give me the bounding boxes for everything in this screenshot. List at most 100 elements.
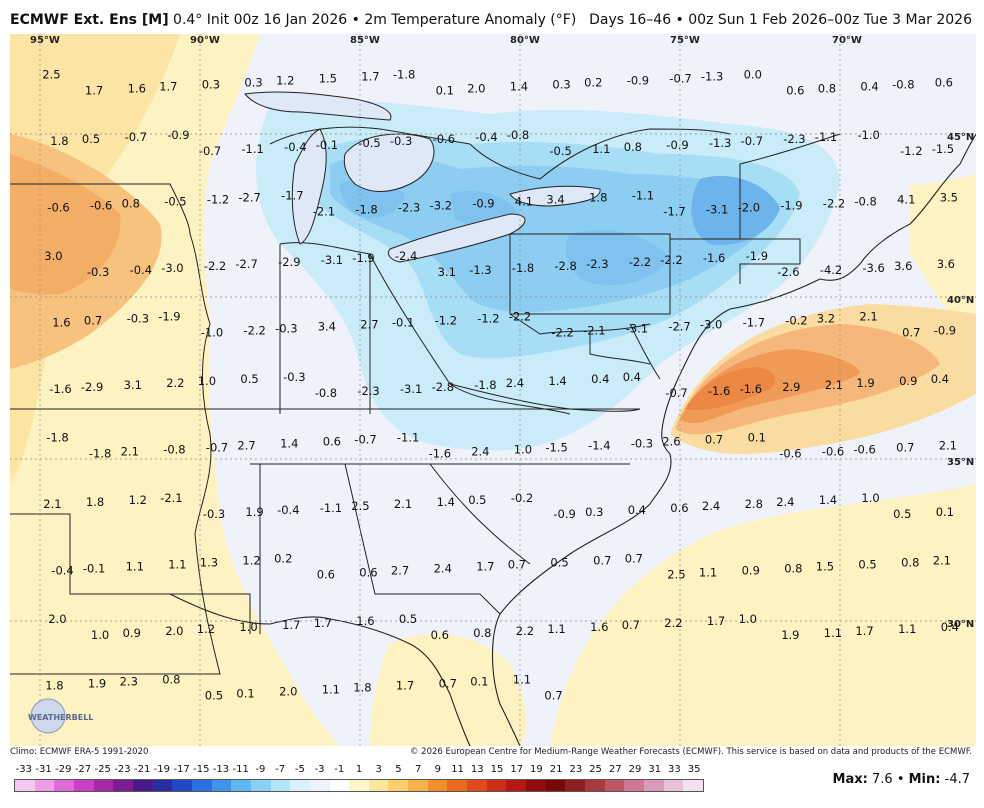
- anomaly-value: 1.9: [856, 376, 874, 390]
- colorbar-swatch: [54, 780, 74, 791]
- anomaly-value: -0.7: [741, 134, 763, 148]
- colorbar-swatch: [604, 780, 625, 791]
- anomaly-value: 0.7: [705, 433, 723, 447]
- anomaly-value: 0.5: [205, 689, 223, 703]
- anomaly-value: 1.1: [513, 673, 531, 687]
- anomaly-value: -2.6: [777, 265, 799, 279]
- colorbar-strip: [14, 779, 704, 792]
- anomaly-map: 95°W 90°W 85°W 80°W 75°W 70°W 45°N 40°N 35°N 30°…: [10, 34, 976, 746]
- anomaly-value: 0.6: [670, 501, 688, 515]
- colorbar-label: 21: [549, 764, 563, 775]
- colorbar-swatch: [290, 780, 310, 791]
- anomaly-value: -0.9: [472, 196, 494, 210]
- colorbar-label: 15: [490, 764, 504, 775]
- great-lakes: [244, 91, 601, 263]
- anomaly-value: 0.6: [317, 568, 335, 582]
- anomaly-value: -2.7: [668, 320, 690, 334]
- colorbar-swatch: [447, 780, 468, 791]
- anomaly-value: 4.1: [515, 194, 533, 208]
- anomaly-value: -1.1: [241, 142, 263, 156]
- colorbar-label: -21: [133, 764, 151, 775]
- anomaly-value: -0.7: [206, 441, 228, 455]
- point-values: 2.5 1.7 1.6 1.7 0.3 0.3 1.2 1.5 1.7 -1.8 0.1 2.0 1.4…: [42, 67, 959, 702]
- anomaly-value: -0.9: [627, 73, 649, 87]
- anomaly-value: -1.8: [393, 67, 415, 81]
- anomaly-value: 0.3: [552, 77, 570, 91]
- colorbar-label: -23: [114, 764, 131, 775]
- anomaly-value: 0.5: [893, 507, 911, 521]
- anomaly-value: -0.5: [164, 194, 186, 208]
- anomaly-value: -1.1: [815, 130, 837, 144]
- anomaly-value: 1.7: [361, 69, 379, 83]
- colorbar-label: 35: [687, 764, 701, 775]
- anomaly-value: -0.1: [316, 138, 338, 152]
- anomaly-value: -1.3: [709, 136, 731, 150]
- anomaly-value: 1.7: [476, 560, 494, 574]
- colorbar-label: -29: [55, 764, 72, 775]
- anomaly-value: -0.7: [665, 386, 687, 400]
- colorbar-swatch: [329, 780, 350, 791]
- anomaly-value: 3.4: [546, 192, 564, 206]
- colorbar-label: -1: [334, 764, 345, 775]
- longitude-label: 85°W: [350, 35, 380, 46]
- anomaly-value: 2.7: [391, 564, 409, 578]
- colorbar-swatch: [93, 780, 114, 791]
- anomaly-value: 0.3: [202, 77, 220, 91]
- anomaly-value: -1.0: [201, 326, 223, 340]
- anomaly-value: 3.1: [124, 378, 142, 392]
- anomaly-value: 0.7: [622, 618, 640, 632]
- anomaly-value: 1.7: [396, 679, 414, 693]
- anomaly-value: -1.3: [469, 263, 491, 277]
- anomaly-value: 1.0: [861, 491, 879, 505]
- anomaly-value: -2.2: [243, 324, 265, 338]
- anomaly-value: -1.5: [932, 142, 954, 156]
- colorbar-swatch: [526, 780, 546, 791]
- anomaly-value: 0.5: [240, 372, 258, 386]
- anomaly-value: -3.1: [706, 202, 728, 216]
- colorbar-swatch: [15, 780, 35, 791]
- anomaly-value: 1.1: [824, 626, 842, 640]
- colorbar-label: -15: [193, 764, 210, 775]
- anomaly-value: -2.1: [583, 324, 605, 338]
- anomaly-value: 1.9: [781, 628, 799, 642]
- colorbar-label: 23: [569, 764, 583, 775]
- anomaly-value: 0.8: [122, 196, 140, 210]
- anomaly-value: 2.1: [825, 378, 843, 392]
- colorbar-label: 27: [608, 764, 622, 775]
- anomaly-value: -0.7: [669, 71, 691, 85]
- anomaly-value: -2.9: [278, 255, 300, 269]
- anomaly-value: 2.4: [776, 495, 794, 509]
- colorbar-label: 5: [395, 764, 402, 775]
- anomaly-value: 3.4: [318, 320, 336, 334]
- anomaly-value: -0.8: [854, 194, 876, 208]
- anomaly-value: 0.5: [858, 558, 876, 572]
- anomaly-value: -2.3: [783, 132, 805, 146]
- anomaly-value: -1.7: [281, 188, 303, 202]
- anomaly-value: -0.3: [127, 312, 149, 326]
- anomaly-value: 0.1: [936, 505, 954, 519]
- anomaly-value: 3.6: [894, 259, 912, 273]
- anomaly-value: -1.6: [740, 382, 762, 396]
- anomaly-value: 3.2: [817, 312, 835, 326]
- max-label: Max:: [832, 772, 868, 787]
- colorbar-label: -7: [275, 764, 286, 775]
- anomaly-value: -2.4: [395, 249, 417, 263]
- anomaly-value: -1.8: [46, 431, 68, 445]
- anomaly-value: 0.5: [82, 132, 100, 146]
- colorbar-swatch: [644, 780, 664, 791]
- anomaly-value: 2.1: [43, 497, 61, 511]
- anomaly-value: 1.1: [592, 142, 610, 156]
- colorbar-label: 9: [434, 764, 442, 775]
- anomaly-value: 0.7: [544, 689, 562, 703]
- colorbar-swatch: [172, 780, 192, 791]
- anomaly-value: 2.0: [279, 685, 297, 699]
- anomaly-value: 0.7: [625, 552, 643, 566]
- anomaly-value: 4.1: [897, 192, 915, 206]
- colorbar-label: 31: [648, 764, 662, 775]
- anomaly-value: 2.0: [467, 81, 485, 95]
- colorbar-swatch: [545, 780, 566, 791]
- map-canvas: 95°W 90°W 85°W 80°W 75°W 70°W 45°N 40°N 35°N 30°…: [10, 34, 976, 746]
- colorbar-label: 33: [668, 764, 681, 775]
- graticule: [10, 34, 976, 746]
- anomaly-value: -0.6: [90, 198, 112, 212]
